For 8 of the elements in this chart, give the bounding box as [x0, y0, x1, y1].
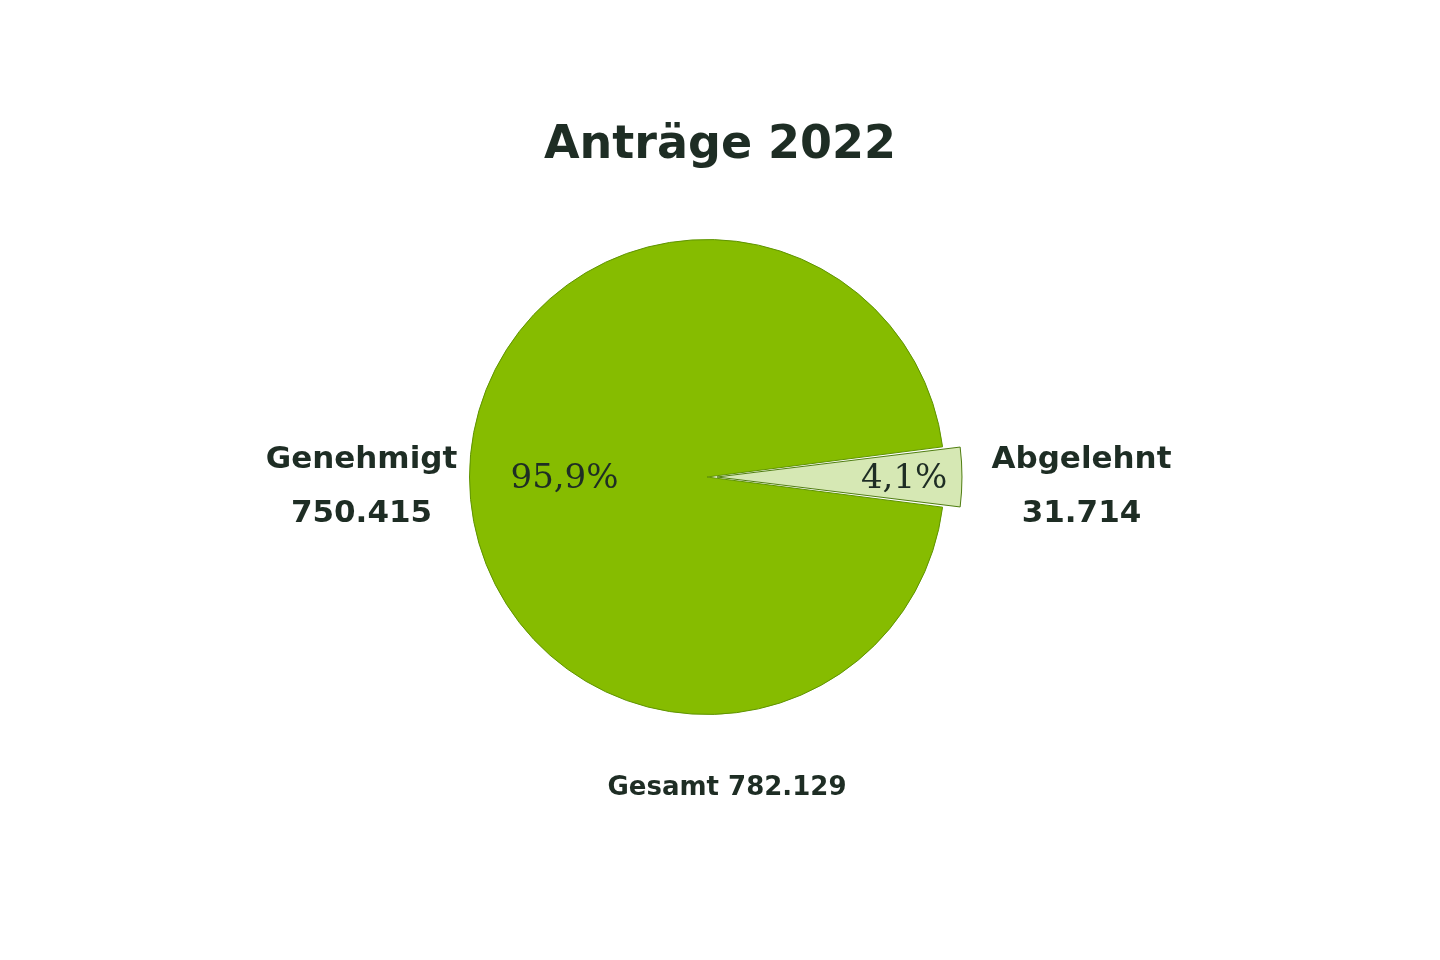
chart-title: Anträge 2022 — [543, 114, 897, 169]
text: 95,9% — [510, 455, 619, 496]
slice-label: Genehmigt — [265, 439, 458, 476]
data-label: 750.415 — [290, 493, 433, 530]
data-label: 31.714 — [1021, 493, 1142, 530]
text: Gesamt 782.129 — [607, 770, 847, 801]
slice-label: Abgelehnt — [991, 439, 1172, 476]
text: 4,1% — [860, 455, 948, 496]
